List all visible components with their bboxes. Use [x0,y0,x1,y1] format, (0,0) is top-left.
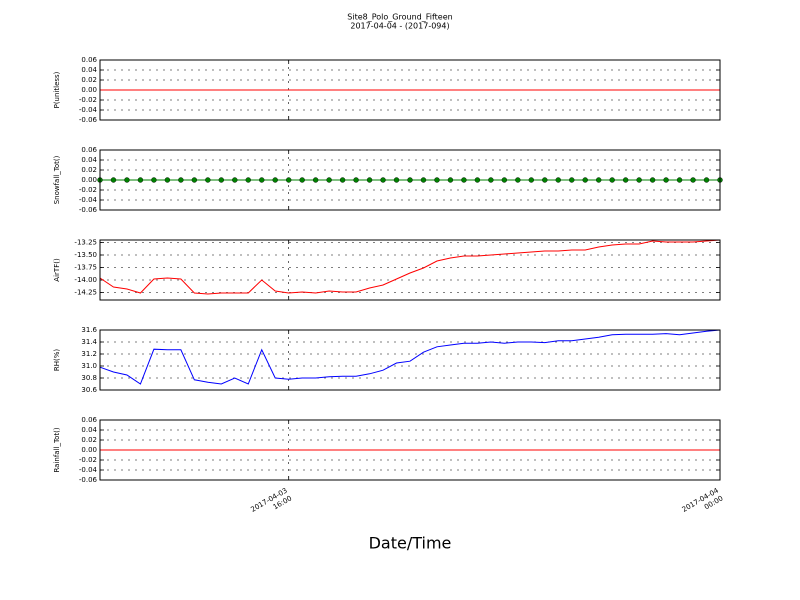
y-axis-label: P(unitless) [53,71,61,108]
y-tick-label: -14.25 [74,289,97,297]
data-point [663,177,669,183]
y-tick-label: -0.06 [79,476,98,484]
y-tick-label: 0.04 [81,66,97,74]
y-axis-label: Rainfall_Tot() [53,427,61,472]
data-point [649,177,656,183]
data-point [124,177,130,183]
y-tick-label: 0.02 [81,436,97,444]
data-point [636,177,642,183]
y-tick-label: 31.4 [81,338,97,346]
y-tick-label: -13.25 [74,239,97,247]
x-tick-label: 2017-04-0400:00 [681,486,725,521]
data-point [542,177,548,183]
data-point [191,177,198,183]
data-point [569,177,575,183]
plot-frame [99,419,721,481]
data-point [609,177,615,183]
plot-frame [99,329,721,391]
x-tick-label: 2017-04-0316:00 [249,487,293,522]
data-line [99,239,721,295]
data-point [218,177,225,183]
plot-frame [99,149,721,211]
y-tick-label: -13.50 [74,251,97,259]
data-point [434,177,440,183]
data-point [595,177,602,183]
y-tick-label: -14.00 [74,276,97,284]
y-tick-label: -0.02 [79,186,97,194]
data-point [420,177,427,183]
y-tick-label: 0.00 [81,446,97,454]
y-tick-label: 30.8 [81,374,97,382]
plot-frame [99,59,721,121]
y-tick-label: 31.2 [81,350,97,358]
data-point [488,177,494,183]
chart-title: Site8_Polo_Ground_Fifteen [347,13,452,22]
y-tick-label: 0.00 [81,86,97,94]
data-point [407,177,413,183]
y-tick-label: 0.06 [81,56,97,64]
plot-area [100,240,720,300]
y-tick-label: 0.02 [81,76,97,84]
data-point [259,177,265,183]
data-point [690,177,696,183]
y-axis-label: RH(%) [53,349,61,372]
data-point [366,177,373,183]
data-point [232,177,238,183]
data-point [380,177,386,183]
data-point [299,177,305,183]
y-tick-label: 0.00 [81,176,97,184]
y-tick-label: -0.04 [79,196,98,204]
data-point [151,177,157,183]
y-tick-label: -0.02 [79,96,97,104]
data-point [110,177,117,183]
y-tick-label: 0.06 [81,146,97,154]
data-point [393,177,400,183]
y-tick-label: -0.04 [79,106,98,114]
y-tick-label: -0.06 [79,206,98,214]
data-point [474,177,481,183]
data-point [582,177,588,183]
data-point [339,177,346,183]
data-point [272,177,278,183]
data-point [447,177,454,183]
data-point [245,177,251,183]
y-tick-label: -0.04 [79,466,98,474]
y-tick-label: 0.06 [81,416,97,424]
data-point [622,177,629,183]
y-tick-label: 0.02 [81,166,97,174]
y-tick-label: 30.6 [81,386,97,394]
data-point [501,177,508,183]
plot-area [100,330,720,390]
chart-subtitle: 2017-04-04 - (2017-094) [350,22,449,31]
data-point [676,177,683,183]
y-tick-label: 31.0 [81,362,97,370]
data-point [515,177,521,183]
data-point [555,177,561,183]
data-point [703,177,710,183]
data-point [137,177,144,183]
data-line [99,329,721,385]
y-axis-label: Snowfall_Tot() [53,155,61,204]
y-tick-label: -0.02 [79,456,97,464]
x-axis-label: Date/Time [369,534,452,553]
plot-frame [99,239,721,301]
data-point [205,177,211,183]
data-point [178,177,184,183]
y-tick-label: -0.06 [79,116,98,124]
data-point [528,177,535,183]
y-tick-label: -13.75 [74,264,97,272]
data-point [326,177,332,183]
data-point [461,177,467,183]
data-point [312,177,319,183]
y-tick-label: 0.04 [81,426,97,434]
data-point [164,177,171,183]
y-axis-label: AirTF() [53,258,61,282]
data-point [353,177,359,183]
y-tick-label: 0.04 [81,156,97,164]
data-point [285,177,292,183]
y-tick-label: 31.6 [81,326,97,334]
